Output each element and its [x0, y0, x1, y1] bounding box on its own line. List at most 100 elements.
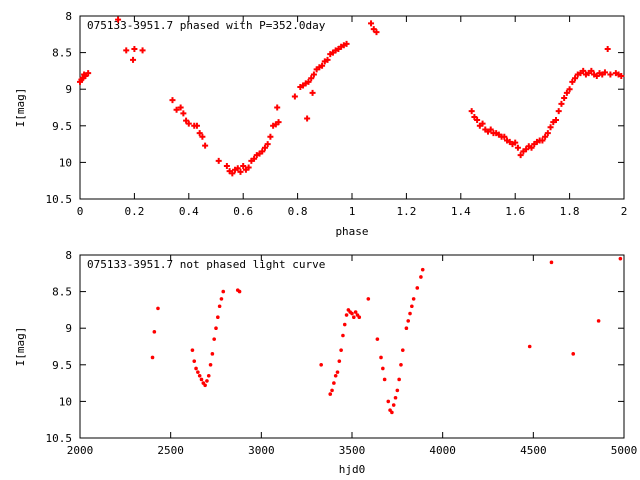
data-point: [327, 51, 334, 58]
data-point: [115, 16, 122, 23]
data-point: [577, 70, 584, 77]
data-point: [237, 289, 242, 294]
data-point: [373, 29, 380, 36]
chart-title: 075133-3951.7 not phased light curve: [87, 258, 325, 271]
data-point: [245, 164, 252, 171]
data-point: [523, 146, 530, 153]
data-point: [571, 352, 576, 356]
data-point: [274, 104, 281, 111]
data-point: [199, 377, 204, 382]
y-tick-label: 9: [65, 322, 72, 335]
data-point: [219, 297, 224, 301]
data-point: [217, 304, 222, 309]
data-point: [596, 319, 601, 323]
data-point: [237, 168, 244, 175]
data-point: [267, 133, 274, 140]
data-point: [618, 73, 625, 80]
data-point: [85, 70, 92, 77]
data-point: [261, 144, 268, 151]
x-tick-label: 0: [77, 205, 84, 218]
data-point: [580, 67, 587, 74]
data-point: [340, 42, 347, 49]
data-point: [544, 130, 551, 137]
data-point: [482, 126, 489, 133]
data-point: [338, 43, 345, 50]
data-point: [531, 141, 538, 148]
data-point: [572, 75, 579, 82]
data-point: [173, 106, 180, 113]
data-point: [542, 133, 549, 140]
x-tick-label: 0.8: [288, 205, 308, 218]
data-point: [549, 260, 554, 265]
data-point: [214, 326, 218, 331]
data-point: [547, 124, 554, 131]
data-point: [582, 71, 589, 78]
data-point: [156, 306, 160, 311]
data-point: [202, 142, 209, 149]
x-tick-label: 1.8: [560, 205, 580, 218]
data-point: [185, 120, 192, 127]
y-tick-label: 10: [59, 156, 72, 169]
data-point: [130, 56, 137, 63]
data-point: [561, 94, 568, 101]
data-point: [183, 117, 190, 124]
data-point: [411, 297, 416, 301]
x-tick-label: 2500: [157, 444, 184, 457]
data-point: [180, 110, 187, 117]
data-point: [591, 71, 598, 78]
data-point: [563, 89, 570, 96]
data-point: [520, 148, 527, 155]
x-tick-label: 0.4: [179, 205, 199, 218]
data-point: [596, 70, 603, 77]
x-tick-label: 4500: [520, 444, 547, 457]
data-point: [234, 165, 241, 172]
data-point: [313, 66, 320, 73]
data-point: [558, 100, 565, 107]
data-point: [512, 139, 519, 146]
data-point: [352, 315, 356, 320]
data-point: [391, 403, 396, 407]
data-point: [226, 168, 233, 175]
data-point: [555, 108, 562, 115]
data-point: [330, 388, 334, 393]
data-point: [342, 322, 347, 327]
x-tick-label: 4000: [429, 444, 456, 457]
data-point: [381, 366, 385, 371]
y-tick-label: 10: [59, 395, 72, 408]
data-point: [585, 70, 592, 77]
data-point: [291, 93, 298, 100]
data-point: [310, 71, 317, 78]
data-point: [517, 152, 524, 159]
x-axis-label: hjd0: [339, 463, 366, 476]
y-axis-label: I[mag]: [14, 88, 27, 128]
y-tick-label: 8.5: [52, 47, 72, 60]
data-point: [152, 330, 157, 334]
data-point: [300, 82, 307, 89]
data-point: [297, 84, 304, 91]
data-point: [601, 69, 608, 76]
x-tick-label: 0.2: [124, 205, 144, 218]
data-point: [615, 71, 622, 78]
data-point: [415, 286, 420, 290]
data-point: [196, 130, 203, 137]
data-point: [256, 150, 263, 157]
x-tick-label: 0.6: [233, 205, 253, 218]
y-tick-label: 9.5: [52, 359, 72, 372]
data-point: [193, 122, 200, 129]
data-point: [514, 144, 521, 151]
x-tick-label: 1.6: [505, 205, 525, 218]
data-point: [305, 78, 312, 85]
data-point: [370, 26, 377, 33]
data-point: [479, 120, 486, 127]
data-point: [333, 373, 338, 378]
data-point: [316, 64, 323, 71]
data-point: [504, 137, 511, 144]
data-point: [324, 56, 331, 63]
y-tick-label: 10.5: [46, 432, 73, 445]
data-point: [471, 114, 478, 121]
data-point: [337, 359, 342, 363]
data-point: [419, 275, 423, 279]
data-point: [397, 377, 401, 382]
x-tick-label: 2: [621, 205, 628, 218]
